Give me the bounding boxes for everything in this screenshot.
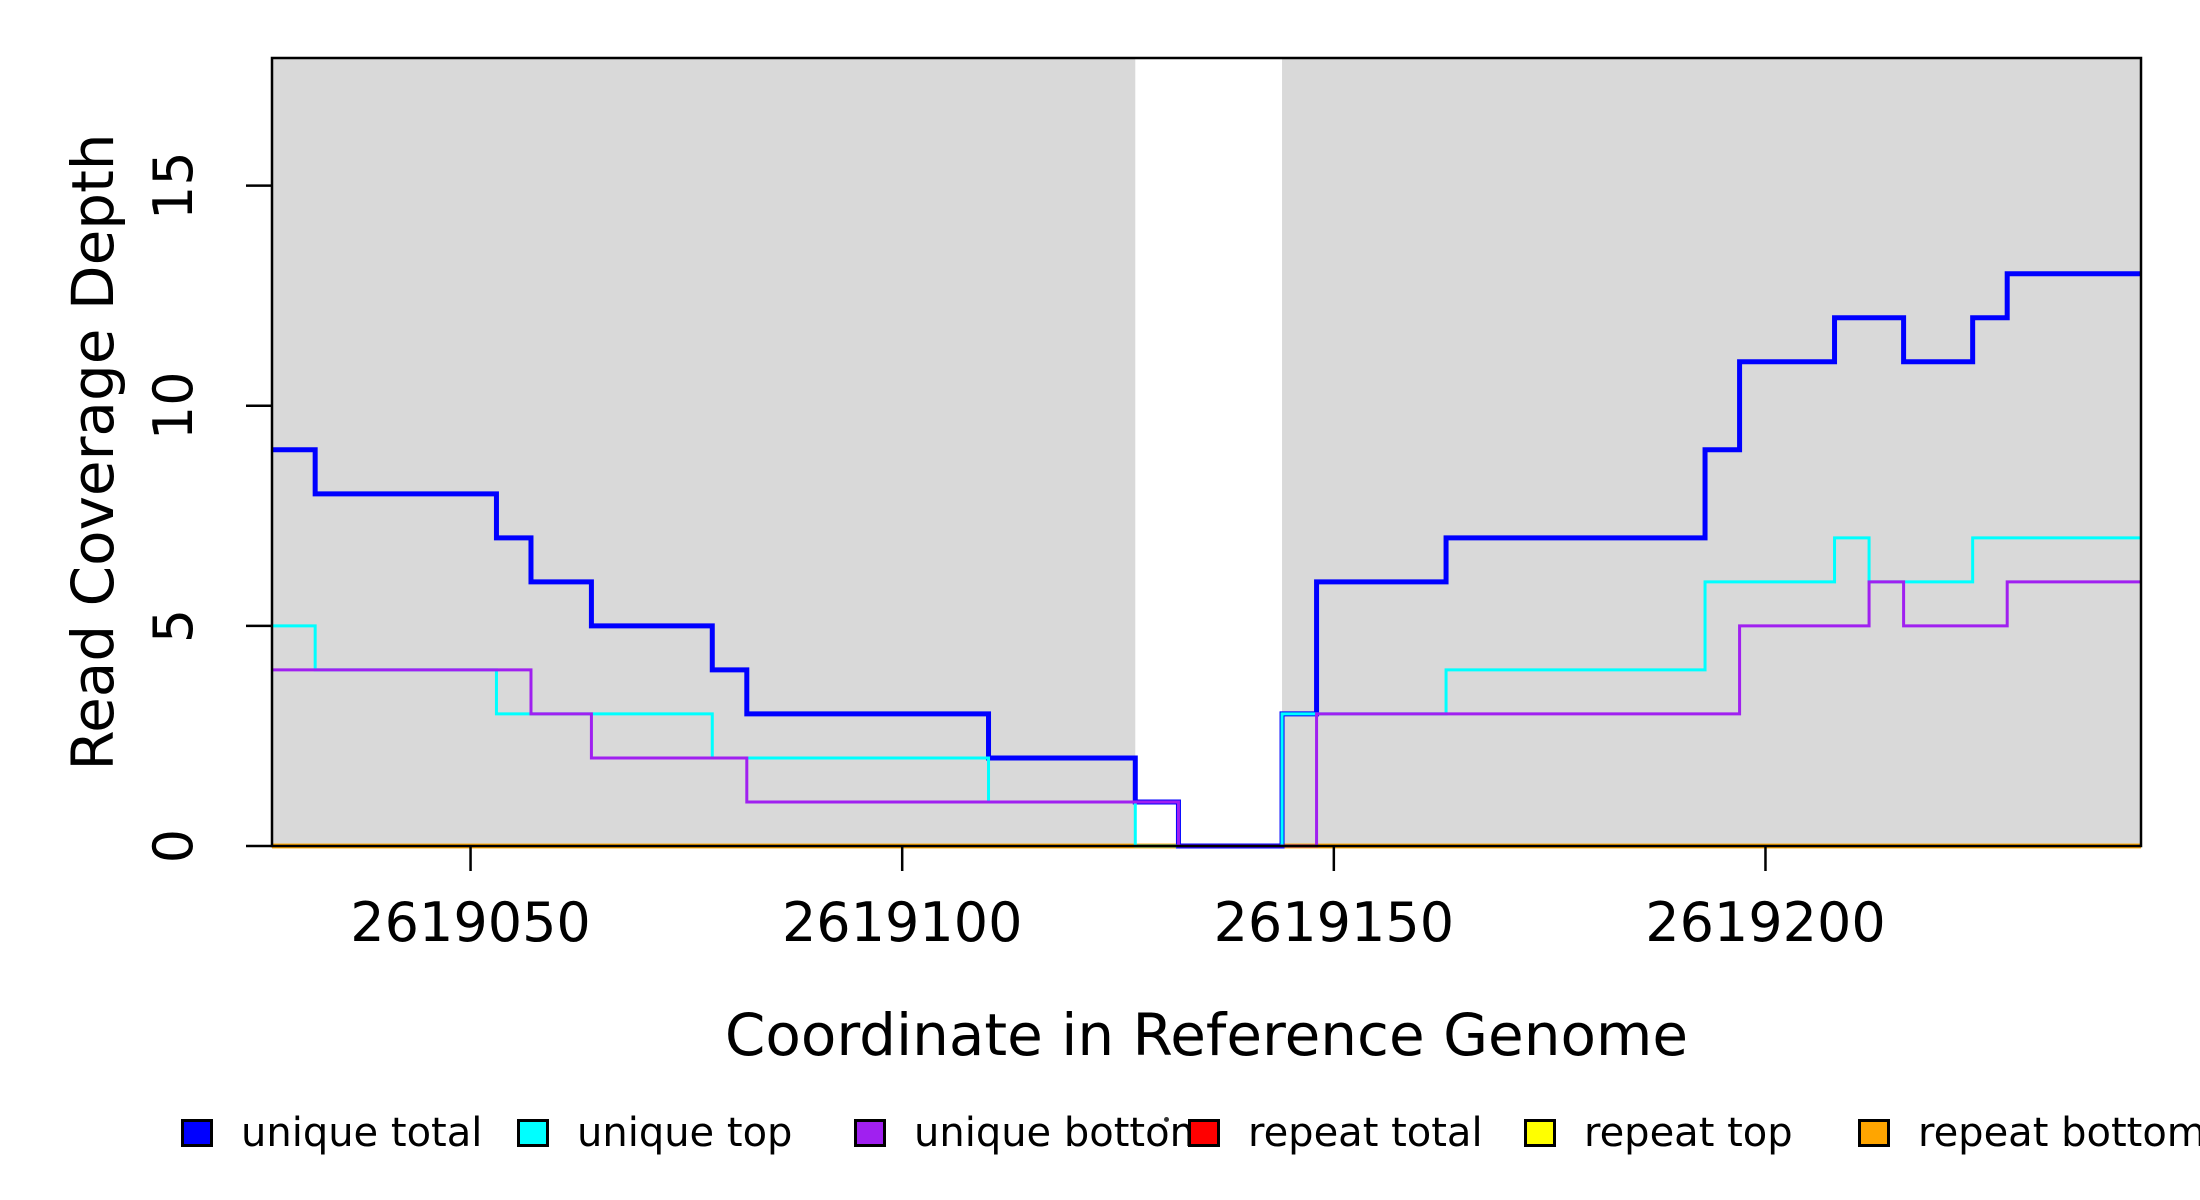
y-tick-label: 15 bbox=[142, 151, 205, 220]
legend-label: repeat top bbox=[1584, 1110, 1793, 1156]
legend-swatch-icon bbox=[854, 1119, 886, 1147]
y-axis-title: Read Coverage Depth bbox=[59, 133, 127, 771]
legend-label: unique total bbox=[241, 1110, 483, 1156]
y-tick-label: 5 bbox=[142, 609, 205, 643]
legend-item-repeat-bottom: repeat bottom bbox=[1858, 1110, 2200, 1156]
x-tick-label: 2619150 bbox=[1214, 891, 1455, 954]
legend-swatch-icon bbox=[1858, 1119, 1890, 1147]
legend-swatch-icon bbox=[517, 1119, 549, 1147]
legend-item-repeat-top: repeat top bbox=[1524, 1110, 1793, 1156]
legend-swatch-icon bbox=[1524, 1119, 1556, 1147]
x-tick-label: 2619050 bbox=[350, 891, 591, 954]
legend-label: repeat bottom bbox=[1918, 1110, 2200, 1156]
plot-box bbox=[270, 56, 2143, 848]
covered-region-left bbox=[272, 58, 1136, 846]
x-tick-label: 2619100 bbox=[782, 891, 1023, 954]
x-tick-label: 2619200 bbox=[1645, 891, 1886, 954]
legend-item-unique-bottom: unique bottom bbox=[854, 1110, 1209, 1156]
legend-label: repeat total bbox=[1248, 1110, 1483, 1156]
x-axis-title: Coordinate in Reference Genome bbox=[724, 1001, 1689, 1069]
legend-swatch-icon bbox=[1188, 1119, 1220, 1147]
series-line-unique-bottom bbox=[272, 580, 2141, 848]
stray-dot-artifact bbox=[1164, 1117, 1169, 1122]
legend-label: unique top bbox=[577, 1110, 793, 1156]
legend-swatch-icon bbox=[181, 1119, 213, 1147]
legend-item-unique-total: unique total bbox=[181, 1110, 482, 1156]
y-tick-label: 10 bbox=[142, 371, 205, 440]
legend-item-unique-top: unique top bbox=[517, 1110, 792, 1156]
legend-item-repeat-total: repeat total bbox=[1188, 1110, 1483, 1156]
legend-label: unique bottom bbox=[914, 1110, 1209, 1156]
y-tick-label: 0 bbox=[142, 829, 205, 863]
series-line-unique-top bbox=[272, 536, 2141, 848]
